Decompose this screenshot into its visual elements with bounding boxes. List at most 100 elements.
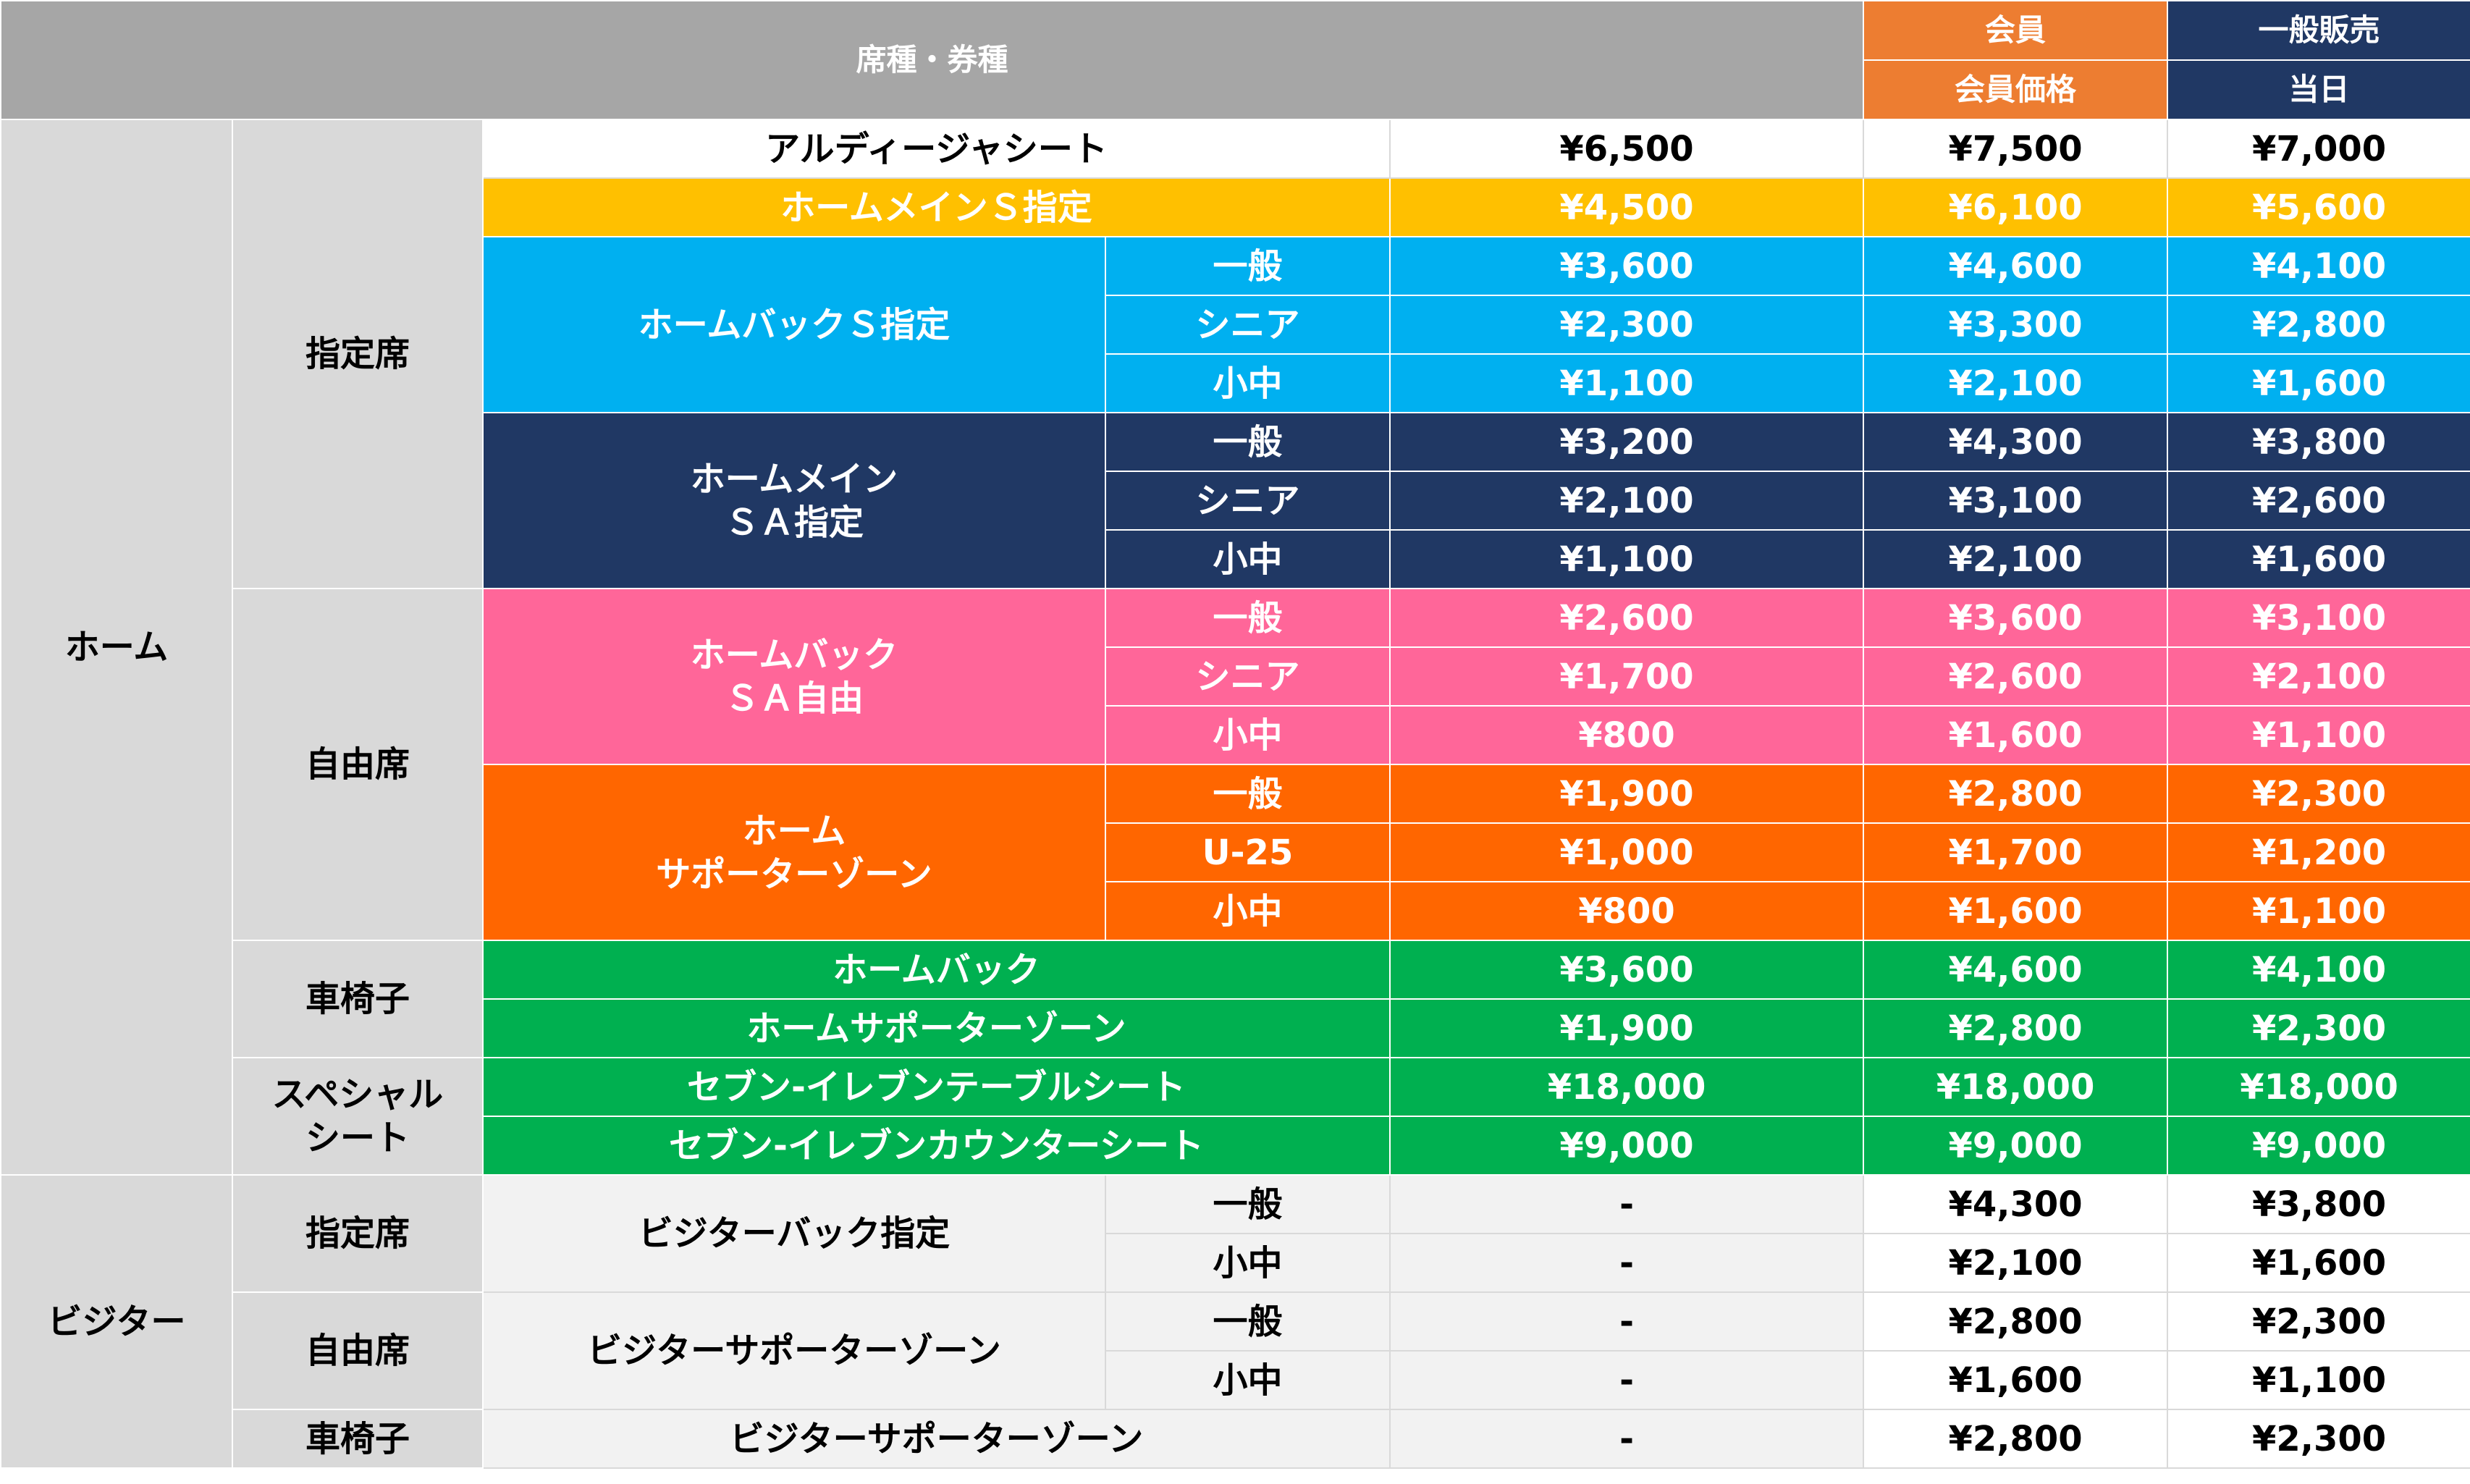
- member-price: ¥1,100: [1388, 529, 1865, 589]
- same-day-price: ¥2,100: [1863, 529, 2169, 589]
- advance-price: ¥1,100: [2167, 705, 2470, 765]
- same-day-price: ¥2,800: [1863, 1409, 2169, 1469]
- seat-name: アルディージャシート: [482, 119, 1391, 179]
- seat-name: ホームサポーターゾーン: [482, 998, 1391, 1058]
- seat-name: セブン-イレブンカウンターシート: [482, 1116, 1391, 1176]
- member-price: ¥1,900: [1388, 998, 1865, 1058]
- same-day-price: ¥2,800: [1863, 1291, 2169, 1352]
- seat-name-line1: ホームメイン: [690, 458, 898, 499]
- advance-price: ¥3,800: [2167, 1174, 2470, 1234]
- member-price: -: [1388, 1291, 1865, 1352]
- same-day-price: ¥2,800: [1863, 764, 2169, 824]
- table-row: 小中 - ¥2,100 ¥1,600: [1, 1233, 2470, 1293]
- member-price: ¥800: [1388, 705, 1865, 765]
- same-day-price: ¥1,700: [1863, 822, 2169, 882]
- same-day-price: ¥9,000: [1863, 1116, 2169, 1176]
- header-seat-type: 席種・券種: [0, 0, 1865, 120]
- same-day-price: ¥2,100: [1863, 353, 2169, 413]
- seat-name: ホームバックＳ指定: [482, 236, 1106, 413]
- table-row: 車椅子 ビジターサポーターゾーン - ¥2,800 ¥2,300: [1, 1409, 2470, 1469]
- same-day-price: ¥2,800: [1863, 998, 2169, 1058]
- table-row: シニア ¥2,100 ¥3,100 ¥2,600: [1, 471, 2470, 531]
- table-row: 小中 ¥800 ¥1,600 ¥1,100: [1, 705, 2470, 765]
- ticket-type: 小中: [1105, 529, 1391, 589]
- category-wheelchair: 車椅子: [232, 940, 484, 1058]
- ticket-type: シニア: [1105, 646, 1391, 707]
- ticket-type: 一般: [1105, 1291, 1391, 1352]
- same-day-price: ¥3,600: [1863, 588, 2169, 648]
- member-price: -: [1388, 1350, 1865, 1410]
- seat-name: ホーム サポーターゾーン: [482, 764, 1106, 941]
- member-price: ¥6,500: [1388, 119, 1865, 179]
- table-row: ホームバックＳ指定 一般 ¥3,600 ¥4,600 ¥4,100: [1, 236, 2470, 413]
- same-day-price: ¥1,600: [1863, 1350, 2169, 1410]
- same-day-price: ¥18,000: [1863, 1057, 2169, 1117]
- advance-price: ¥1,600: [2167, 529, 2470, 589]
- member-price: ¥9,000: [1388, 1116, 1865, 1176]
- member-price: ¥1,700: [1388, 646, 1865, 707]
- advance-price: ¥1,100: [2167, 881, 2470, 941]
- table-row: 小中 ¥1,100 ¥2,100 ¥1,600: [1, 353, 2470, 413]
- member-price: -: [1388, 1233, 1865, 1293]
- seat-name: セブン-イレブンテーブルシート: [482, 1057, 1391, 1117]
- advance-price: ¥2,100: [2167, 646, 2470, 707]
- advance-price: ¥4,100: [2167, 940, 2470, 1000]
- category-special: スペシャル シート: [232, 1057, 484, 1176]
- advance-price: ¥9,000: [2167, 1116, 2470, 1176]
- table-row: 自由席 ホームバック ＳＡ自由 一般 ¥2,600 ¥3,600 ¥3,100: [1, 588, 2470, 941]
- advance-price: ¥3,100: [2167, 588, 2470, 648]
- category-visitor-reserved: 指定席: [232, 1174, 484, 1293]
- member-price: ¥3,200: [1388, 412, 1865, 472]
- ticket-type: 小中: [1105, 881, 1391, 941]
- seat-name-line1: ホーム: [742, 810, 846, 851]
- table-row: ホーム サポーターゾーン 一般 ¥1,900 ¥2,800 ¥2,300: [1, 764, 2470, 941]
- seat-name: ビジターサポーターゾーン: [482, 1409, 1391, 1469]
- member-price: ¥1,000: [1388, 822, 1865, 882]
- table-row: 自由席 ビジターサポーターゾーン 一般 - ¥2,800 ¥2,300: [1, 1291, 2470, 1410]
- advance-price: ¥1,600: [2167, 353, 2470, 413]
- same-day-price: ¥4,600: [1863, 940, 2169, 1000]
- advance-price: ¥2,300: [2167, 998, 2470, 1058]
- same-day-price: ¥3,300: [1863, 295, 2169, 355]
- advance-price: ¥7,000: [2167, 119, 2470, 179]
- seat-name: ホームバック: [482, 940, 1391, 1000]
- table-row: ビジター 指定席 ビジターバック指定 一般 - ¥4,300 ¥3,800: [0, 1174, 2470, 1469]
- header-member-price: 会員価格: [1863, 59, 2169, 120]
- same-day-price: ¥3,100: [1863, 471, 2169, 531]
- same-day-price: ¥4,300: [1863, 1174, 2169, 1234]
- seat-name-line1: ホームバック: [690, 634, 898, 675]
- table-row: ホームメイン ＳＡ指定 一般 ¥3,200 ¥4,300 ¥3,800: [1, 412, 2470, 589]
- table-row: セブン-イレブンカウンターシート ¥9,000 ¥9,000 ¥9,000: [1, 1116, 2470, 1176]
- same-day-price: ¥1,600: [1863, 881, 2169, 941]
- same-day-price: ¥4,300: [1863, 412, 2169, 472]
- same-day-price: ¥7,500: [1863, 119, 2169, 179]
- seat-name-line2: ＳＡ自由: [724, 678, 864, 719]
- table-row: ホーム 指定席 アルディージャシート ¥6,500 ¥7,500 ¥7,000: [0, 119, 2470, 1176]
- table-row: 小中 ¥1,100 ¥2,100 ¥1,600: [1, 529, 2470, 589]
- same-day-price: ¥2,100: [1863, 1233, 2169, 1293]
- member-price: ¥1,900: [1388, 764, 1865, 824]
- category-free: 自由席: [232, 588, 484, 941]
- advance-price: ¥1,200: [2167, 822, 2470, 882]
- advance-price: ¥1,600: [2167, 1233, 2470, 1293]
- member-price: ¥3,600: [1388, 940, 1865, 1000]
- seat-name: ビジターバック指定: [482, 1174, 1106, 1293]
- table-row: 車椅子 ホームバック ¥3,600 ¥4,600 ¥4,100: [1, 940, 2470, 1058]
- member-price: -: [1388, 1174, 1865, 1234]
- header-member: 会員: [1863, 0, 2169, 61]
- table-row: U-25 ¥1,000 ¥1,700 ¥1,200: [1, 822, 2470, 882]
- member-price: ¥1,100: [1388, 353, 1865, 413]
- seat-name: ビジターサポーターゾーン: [482, 1291, 1106, 1410]
- seat-name-line2: サポーターゾーン: [656, 853, 932, 895]
- member-price: ¥2,600: [1388, 588, 1865, 648]
- ticket-type: U-25: [1105, 822, 1391, 882]
- category-special-line2: シート: [305, 1118, 410, 1158]
- member-price: ¥18,000: [1388, 1057, 1865, 1117]
- advance-price: ¥2,300: [2167, 1409, 2470, 1469]
- table-row: シニア ¥1,700 ¥2,600 ¥2,100: [1, 646, 2470, 707]
- seat-name: ホームメイン ＳＡ指定: [482, 412, 1106, 589]
- member-price: ¥800: [1388, 881, 1865, 941]
- side-home: ホーム: [0, 119, 233, 1176]
- ticket-type: 一般: [1105, 1174, 1391, 1234]
